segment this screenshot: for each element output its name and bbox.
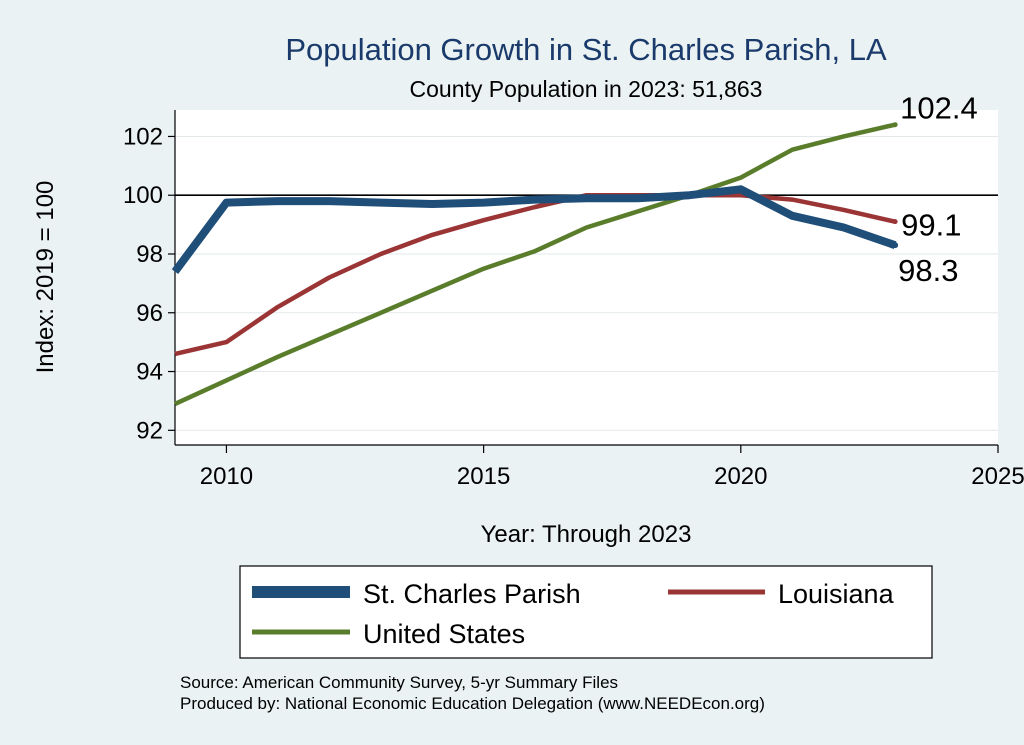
series-line-st-charles <box>171 185 897 274</box>
end-labels: 98.3 99.1 102.4 <box>898 91 978 288</box>
end-label-louisiana: 99.1 <box>901 208 961 243</box>
x-tick-label: 2020 <box>714 463 767 490</box>
y-tick-label: 98 <box>136 241 163 268</box>
legend: St. Charles Parish Louisiana United Stat… <box>239 565 933 659</box>
x-tick-label: 2010 <box>200 463 253 490</box>
chart-title: Population Growth in St. Charles Parish,… <box>285 32 887 67</box>
legend-label-louisiana: Louisiana <box>778 579 895 609</box>
plot-area <box>175 110 998 445</box>
y-tick-label: 94 <box>136 359 163 386</box>
y-tick-label: 96 <box>136 300 163 327</box>
legend-label-st-charles: St. Charles Parish <box>363 579 581 609</box>
series-endpoint-st-charles <box>892 242 899 249</box>
end-label-st-charles: 98.3 <box>898 253 958 288</box>
source-note: Source: American Community Survey, 5-yr … <box>180 673 618 692</box>
x-tick-label: 2015 <box>457 463 510 490</box>
y-axis-title: Index: 2019 = 100 <box>32 181 59 374</box>
series-line-louisiana <box>174 192 896 357</box>
legend-box <box>239 565 933 659</box>
y-tick-label: 92 <box>136 417 163 444</box>
y-tick-label: 102 <box>123 123 163 150</box>
legend-label-united-states: United States <box>363 619 525 649</box>
series-endpoint-louisiana <box>892 219 898 225</box>
y-tick-label: 100 <box>123 182 163 209</box>
series-endpoint-united-states <box>892 122 898 128</box>
axes: 92 94 96 98 100 102 2010 2015 2020 2025 <box>123 110 1024 490</box>
series-group <box>171 122 899 406</box>
end-label-united-states: 102.4 <box>900 91 978 126</box>
produced-by-note: Produced by: National Economic Education… <box>180 694 765 713</box>
x-axis-title: Year: Through 2023 <box>481 521 692 548</box>
chart-subtitle: County Population in 2023: 51,863 <box>410 76 763 102</box>
series-line-united-states <box>174 122 896 406</box>
x-tick-label: 2025 <box>971 463 1024 490</box>
